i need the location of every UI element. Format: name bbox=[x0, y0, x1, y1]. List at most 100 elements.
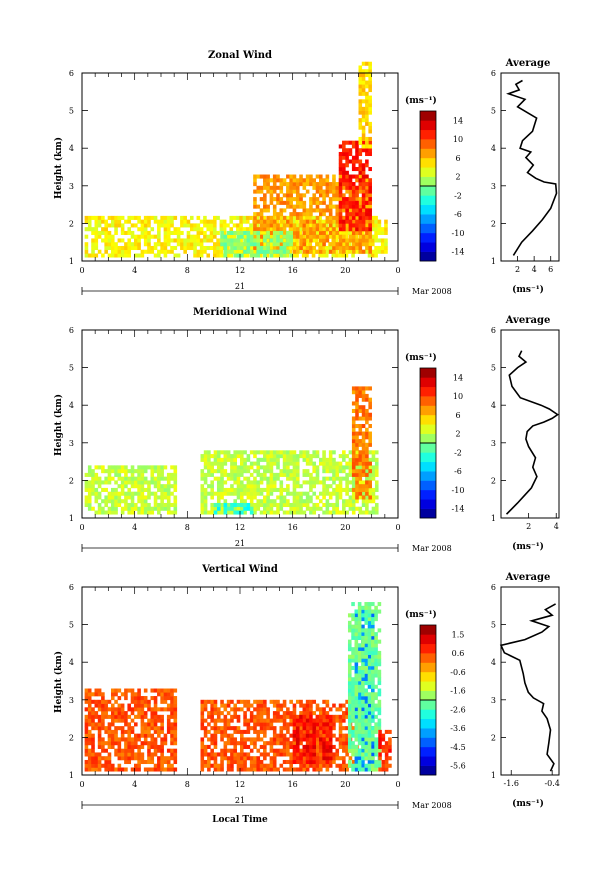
heatmap-cell bbox=[110, 238, 115, 243]
heatmap-cell bbox=[309, 733, 313, 738]
colorbar-tick-label: -5.6 bbox=[450, 762, 465, 771]
heatmap-cell bbox=[338, 212, 343, 217]
heatmap-cell bbox=[272, 450, 277, 455]
heatmap-cell bbox=[367, 253, 372, 258]
heatmap-cell bbox=[163, 495, 168, 500]
heatmap-cell bbox=[236, 718, 241, 723]
colorbar-segment bbox=[420, 120, 436, 131]
heatmap-cell bbox=[223, 253, 228, 258]
heatmap-cell bbox=[173, 714, 178, 719]
heatmap-cell bbox=[367, 692, 372, 697]
heatmap-cell bbox=[312, 465, 317, 470]
heatmap-cell bbox=[361, 469, 366, 474]
heatmap-cell bbox=[173, 759, 178, 765]
heatmap-cell bbox=[367, 722, 372, 727]
heatmap-cell bbox=[97, 703, 102, 708]
heatmap-cell bbox=[351, 390, 356, 395]
heatmap-cell bbox=[374, 658, 378, 663]
heatmap-cell bbox=[166, 696, 171, 701]
heatmap-cell bbox=[253, 230, 257, 235]
heatmap-cell bbox=[101, 696, 105, 701]
heatmap-cell bbox=[368, 95, 372, 100]
heatmap-cell bbox=[328, 245, 332, 251]
heatmap-cell bbox=[117, 253, 122, 258]
heatmap-cell bbox=[120, 215, 125, 220]
heatmap-cell bbox=[157, 495, 161, 500]
x-tick-label: 0 bbox=[79, 780, 84, 789]
heatmap-cell bbox=[348, 457, 353, 462]
heatmap-cell bbox=[279, 472, 284, 477]
heatmap-cell bbox=[367, 696, 372, 701]
heatmap-cell bbox=[380, 249, 385, 254]
heatmap-cell bbox=[256, 714, 261, 719]
heatmap-cell bbox=[170, 245, 174, 251]
heatmap-cell bbox=[84, 696, 89, 701]
heatmap-cell bbox=[365, 412, 369, 417]
heatmap-cell bbox=[173, 215, 178, 220]
heatmap-cell bbox=[361, 80, 366, 85]
heatmap-cell bbox=[150, 718, 155, 723]
heatmap-cell bbox=[117, 484, 122, 489]
heatmap-cell bbox=[338, 174, 343, 179]
heatmap-cell bbox=[147, 744, 151, 749]
heatmap-cell bbox=[302, 767, 307, 772]
heatmap-cell bbox=[249, 737, 254, 742]
heatmap-cell bbox=[230, 506, 234, 511]
heatmap-cell bbox=[345, 182, 349, 187]
heatmap-cell bbox=[371, 756, 375, 761]
heatmap-cell bbox=[368, 469, 372, 474]
heatmap-cell bbox=[240, 741, 244, 746]
heatmap-cell bbox=[368, 431, 372, 436]
heatmap-cell bbox=[213, 756, 218, 761]
heatmap-cell bbox=[223, 506, 228, 511]
colorbar-tick-label: 10 bbox=[453, 392, 463, 401]
heatmap-cell bbox=[160, 484, 164, 489]
heatmap-cell bbox=[328, 741, 333, 746]
heatmap-cell bbox=[203, 495, 208, 500]
heatmap-cell bbox=[256, 204, 261, 209]
heatmap-cell bbox=[117, 465, 122, 470]
heatmap-cell bbox=[87, 756, 92, 761]
heatmap-cell bbox=[377, 609, 382, 614]
heatmap-cell bbox=[305, 245, 310, 251]
heatmap-cell bbox=[203, 748, 208, 753]
heatmap-cell bbox=[143, 726, 148, 731]
heatmap-cell bbox=[367, 703, 372, 708]
heatmap-cell bbox=[354, 639, 359, 644]
heatmap-cell bbox=[120, 733, 125, 738]
heatmap-cell bbox=[288, 227, 293, 232]
heatmap-cell bbox=[117, 696, 122, 701]
heatmap-cell bbox=[295, 759, 300, 765]
heatmap-cell bbox=[127, 748, 132, 753]
heatmap-cell bbox=[328, 718, 333, 723]
heatmap-cell bbox=[263, 454, 267, 459]
heatmap-cell bbox=[355, 480, 359, 485]
heatmap-title: Meridional Wind bbox=[193, 307, 287, 318]
heatmap-cell bbox=[263, 748, 267, 753]
heatmap-cell bbox=[269, 457, 274, 462]
heatmap-cell bbox=[305, 714, 310, 719]
heatmap-cell bbox=[325, 193, 330, 198]
heatmap-cell bbox=[124, 767, 128, 772]
heatmap-cell bbox=[160, 722, 164, 727]
heatmap-cell bbox=[302, 450, 307, 455]
heatmap-cell bbox=[193, 227, 197, 232]
heatmap-cell bbox=[338, 249, 343, 254]
heatmap-cell bbox=[104, 699, 108, 704]
heatmap-cell bbox=[289, 457, 293, 462]
heatmap-cell bbox=[117, 495, 122, 500]
heatmap-cell bbox=[361, 654, 365, 659]
heatmap-cell bbox=[134, 756, 138, 761]
heatmap-cell bbox=[166, 223, 171, 228]
heatmap-cell bbox=[233, 242, 238, 247]
heatmap-cell bbox=[361, 756, 365, 761]
heatmap-cell bbox=[365, 495, 369, 500]
heatmap-cell bbox=[209, 230, 214, 235]
heatmap-cell bbox=[266, 711, 270, 716]
heatmap-cell bbox=[230, 718, 234, 723]
heatmap-cell bbox=[332, 249, 336, 254]
heatmap-cell bbox=[334, 227, 339, 232]
heatmap-cell bbox=[249, 703, 254, 708]
heatmap-cell bbox=[200, 502, 205, 508]
